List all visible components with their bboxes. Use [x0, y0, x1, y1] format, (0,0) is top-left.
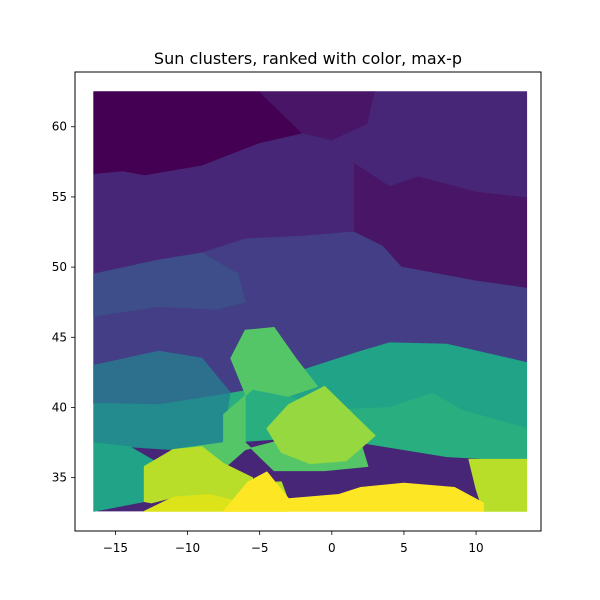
y-tick-label: 45: [52, 330, 67, 344]
plot-frame: [74, 71, 542, 532]
plot-area: [93, 91, 528, 512]
y-tick-label: 55: [52, 190, 67, 204]
cluster-region: [93, 252, 246, 317]
cluster-region: [331, 91, 528, 198]
cluster-region: [223, 471, 484, 512]
x-tick-label: 5: [400, 541, 408, 555]
x-tick-label: −5: [251, 541, 269, 555]
x-tick-label: −10: [175, 541, 200, 555]
x-axis: −15 −10 −5 0 5 10: [103, 531, 484, 555]
x-tick-label: 10: [468, 541, 483, 555]
x-tick-label: 0: [328, 541, 336, 555]
cluster-region: [266, 385, 376, 465]
y-tick-label: 35: [52, 471, 67, 485]
y-tick-label: 60: [52, 120, 67, 134]
chart-title: Sun clusters, ranked with color, max-p: [154, 49, 462, 68]
cluster-region: [468, 458, 528, 512]
y-tick-label: 50: [52, 260, 67, 274]
x-tick-label: −15: [103, 541, 128, 555]
y-axis: 35 40 45 50 55 60: [52, 120, 75, 485]
y-tick-label: 40: [52, 400, 67, 414]
